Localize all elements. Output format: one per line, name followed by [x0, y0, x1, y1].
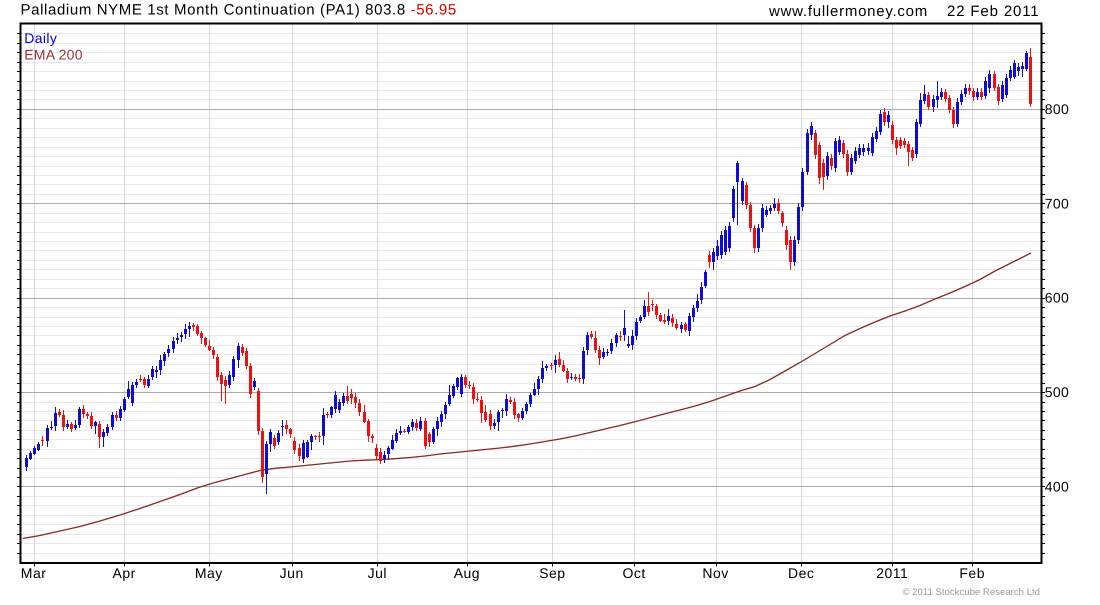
svg-text:500: 500 [1045, 384, 1069, 400]
svg-text:Dec: Dec [788, 565, 814, 581]
svg-text:2011: 2011 [876, 565, 908, 581]
svg-text:Sep: Sep [539, 565, 565, 581]
svg-text:EMA 200: EMA 200 [24, 46, 83, 62]
svg-text:700: 700 [1045, 195, 1069, 211]
svg-text:© 2011 Stockcube Research Ltd: © 2011 Stockcube Research Ltd [902, 587, 1040, 598]
svg-text:Apr: Apr [113, 565, 136, 581]
svg-text:May: May [195, 565, 223, 581]
svg-text:Jul: Jul [368, 565, 387, 581]
svg-text:Oct: Oct [623, 565, 646, 581]
svg-text:Aug: Aug [454, 565, 480, 581]
svg-text:Feb: Feb [959, 565, 985, 581]
svg-text:800: 800 [1045, 101, 1069, 117]
svg-text:Palladium NYME 1st Month Conti: Palladium NYME 1st Month Continuation (P… [21, 2, 457, 19]
svg-text:www.fullermoney.com: www.fullermoney.com [768, 3, 928, 20]
svg-text:Mar: Mar [21, 565, 47, 581]
svg-text:Jun: Jun [280, 565, 304, 581]
svg-text:22 Feb 2011: 22 Feb 2011 [947, 3, 1039, 20]
svg-text:400: 400 [1045, 479, 1069, 495]
svg-text:600: 600 [1045, 290, 1069, 306]
svg-text:Nov: Nov [702, 565, 728, 581]
svg-text:Daily: Daily [24, 30, 57, 46]
